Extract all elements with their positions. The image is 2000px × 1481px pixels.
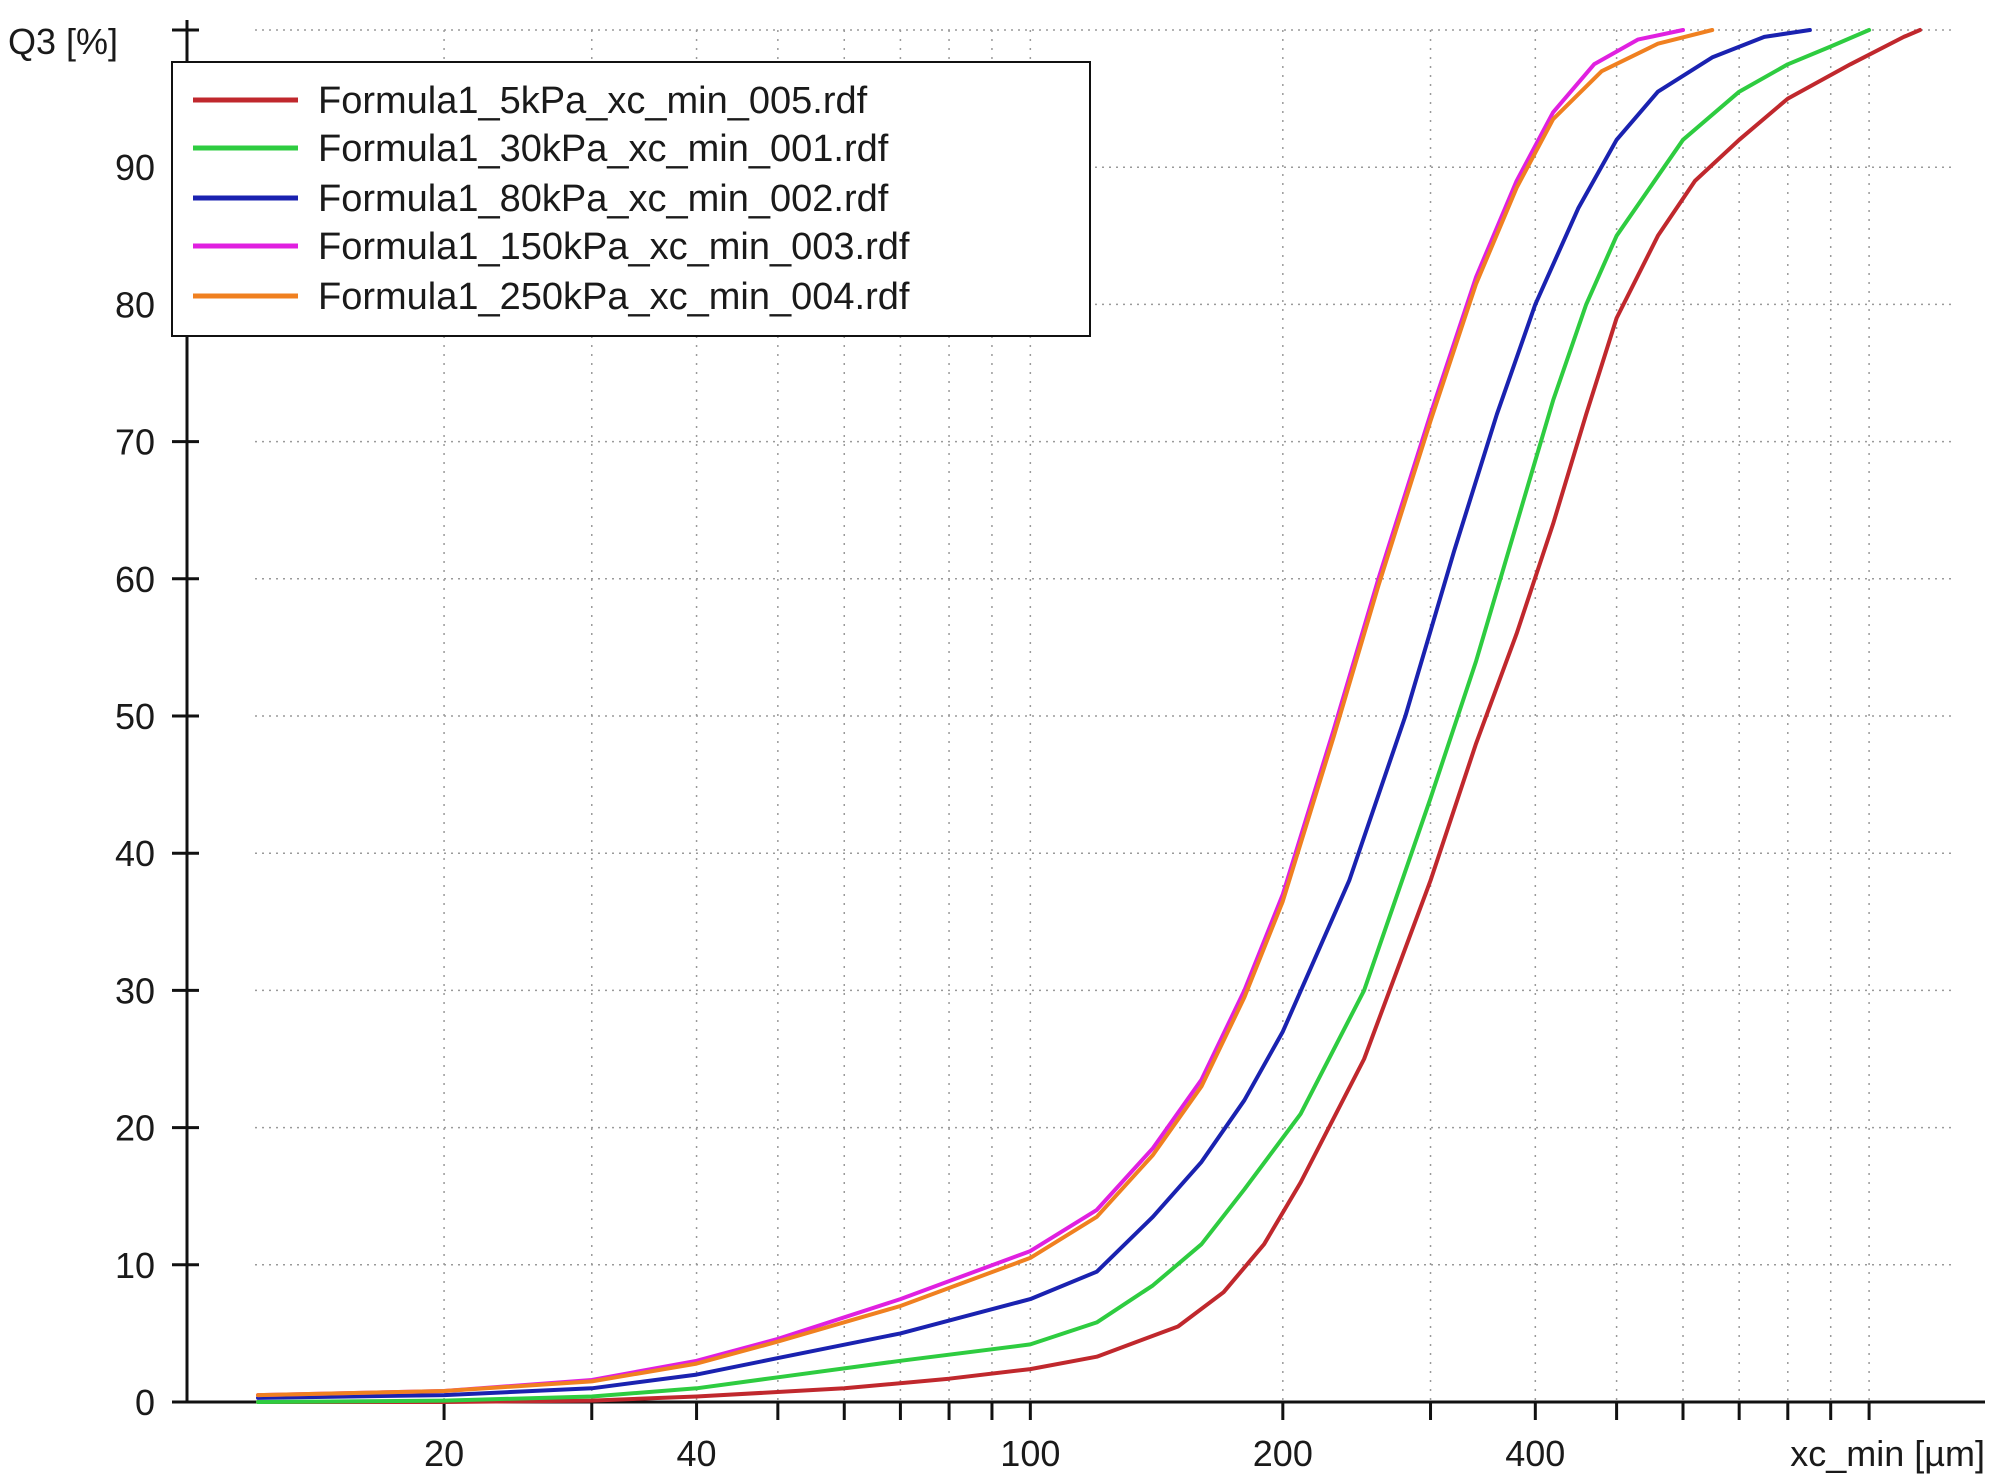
series-line [256, 28, 1685, 1398]
series-line [256, 28, 1872, 1404]
y-tick-label: 40 [115, 833, 155, 874]
y-tick-label: 20 [115, 1108, 155, 1149]
series-lines [256, 28, 1922, 1404]
x-axis-title: xc_min [µm] [1790, 1433, 1985, 1474]
y-tick-label: 90 [115, 147, 155, 188]
x-tick-label: 200 [1253, 1433, 1313, 1474]
y-ticks: 0 10 20 30 40 50 60 70 80 90 [115, 28, 199, 1423]
series-line [256, 28, 1715, 1398]
y-tick-label: 0 [135, 1382, 155, 1423]
y-tick-label: 70 [115, 422, 155, 463]
y-tick-label: 80 [115, 284, 155, 325]
grid-lines [255, 29, 1955, 1402]
x-ticks: 20 40 100 200 400 [424, 1402, 1871, 1474]
y-axis-title: Q3 [%] [8, 21, 118, 62]
legend: Formula1_5kPa_xc_min_005.rdf Formula1_30k… [171, 61, 1091, 337]
legend-label: Formula1_30kPa_xc_min_001.rdf [318, 128, 889, 170]
x-tick-label: 20 [424, 1433, 464, 1474]
x-tick-label: 40 [677, 1433, 717, 1474]
legend-label: Formula1_250kPa_xc_min_004.rdf [318, 276, 910, 318]
y-tick-label: 60 [115, 559, 155, 600]
legend-label: Formula1_80kPa_xc_min_002.rdf [318, 178, 889, 220]
series-line [256, 28, 1922, 1404]
y-tick-label: 50 [115, 696, 155, 737]
y-tick-label: 10 [115, 1245, 155, 1286]
x-tick-label: 100 [1000, 1433, 1060, 1474]
y-tick-label: 30 [115, 970, 155, 1011]
legend-box [171, 61, 1091, 337]
legend-label: Formula1_150kPa_xc_min_003.rdf [318, 226, 910, 268]
legend-label: Formula1_5kPa_xc_min_005.rdf [318, 80, 868, 122]
series-line [256, 28, 1812, 1400]
x-tick-label: 400 [1505, 1433, 1565, 1474]
